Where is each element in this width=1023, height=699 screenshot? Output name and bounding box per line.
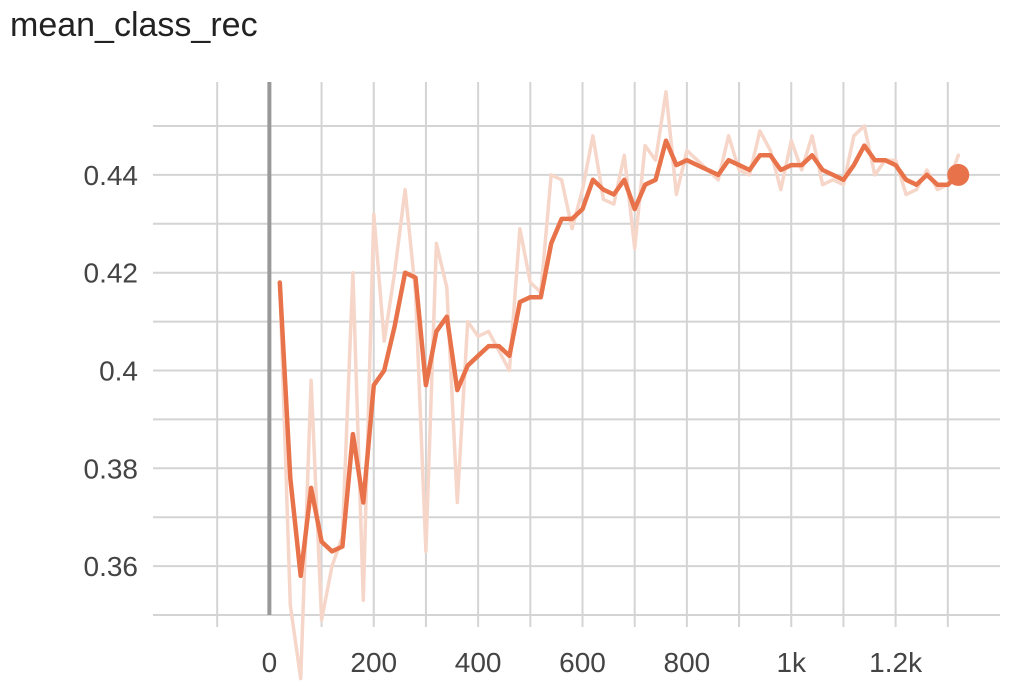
x-tick-label: 1.2k [869,647,923,678]
x-tick-label: 0 [262,647,278,678]
grid [153,82,1000,627]
x-tick-label: 200 [350,647,397,678]
y-tick-label: 0.42 [84,258,139,289]
chart-title: mean_class_rec [10,6,258,44]
x-tick-label: 400 [455,647,502,678]
raw-series-line [278,90,961,681]
smoothed-series-line [277,138,961,579]
y-tick-label: 0.36 [84,551,139,582]
y-tick-label: 0.38 [84,453,139,484]
x-tick-label: 1k [776,647,807,678]
y-tick-label: 0.4 [99,356,138,387]
x-tick-label: 800 [664,647,711,678]
last-point-marker [947,163,970,186]
series-layer [277,90,970,681]
tick-labels: 0 200 400 600 800 1k 1.2k 0.36 0.38 0.4 0.42 0.44 [84,160,924,678]
x-tick-label: 600 [559,647,606,678]
y-tick-label: 0.44 [84,160,139,191]
